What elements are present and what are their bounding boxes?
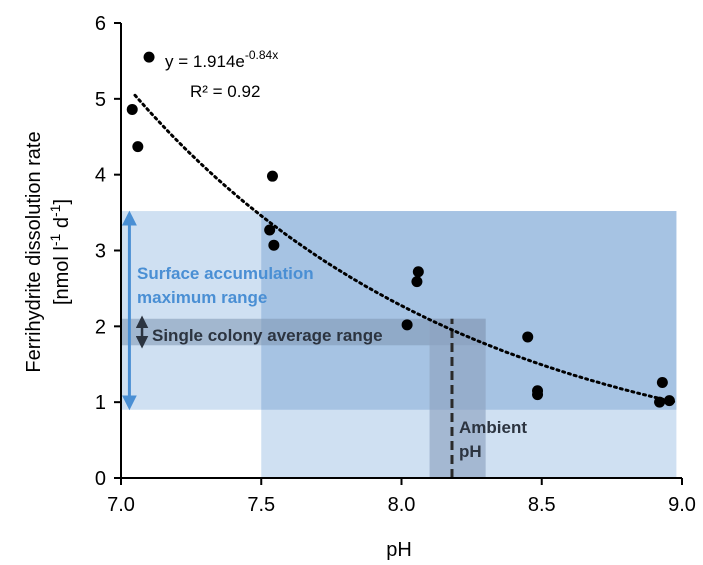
data-point [132, 141, 144, 153]
surface-range-label-line2: maximum range [137, 288, 267, 307]
data-point [532, 389, 544, 401]
ambient-ph-label-line2: pH [459, 442, 482, 461]
data-point [656, 376, 668, 388]
shaded-regions [121, 210, 677, 479]
colony-range-label: Single colony average range [152, 326, 383, 345]
y-axis-title: Ferrihydrite dissolution rate [nmol l-1 … [23, 131, 73, 372]
data-point [654, 396, 666, 408]
x-tick-label: 9.0 [668, 494, 696, 516]
y-axis-title-line1: Ferrihydrite dissolution rate [23, 131, 45, 372]
data-point [401, 319, 413, 331]
data-point [126, 103, 138, 115]
y-tick-label: 5 [95, 89, 106, 111]
ambient-ph-label-line1: Ambient [459, 418, 527, 437]
data-points [126, 51, 675, 408]
data-point [522, 331, 534, 343]
data-point [411, 276, 423, 288]
data-point [412, 266, 424, 278]
annotations: Surface accumulation maximum range Singl… [137, 48, 527, 461]
ambient-ph-band [429, 318, 486, 478]
y-tick-label: 3 [95, 241, 106, 263]
data-point [264, 224, 276, 236]
fit-layer [133, 93, 676, 404]
axes: 7.0 7.5 8.0 8.5 9.0 0 1 2 3 4 5 6 [95, 13, 696, 516]
data-point [268, 239, 280, 251]
x-axis-title: pH [386, 539, 412, 561]
y-axis-title-line2: [nmol l-1 d-1] [47, 199, 73, 305]
colony-average-band [121, 318, 486, 346]
y-tick-label: 6 [95, 13, 106, 35]
data-point [663, 395, 675, 407]
fit-equation: y = 1.914e-0.84x [165, 48, 278, 71]
x-tick-label: 7.5 [247, 494, 275, 516]
x-tick-label: 8.0 [388, 494, 416, 516]
y-tick-label: 1 [95, 392, 106, 414]
data-point [266, 170, 278, 182]
y-tick-label: 0 [95, 468, 106, 490]
x-tick-label: 8.5 [528, 494, 556, 516]
data-point [143, 51, 155, 63]
y-tick-label: 4 [95, 165, 106, 187]
surface-range-label-line1: Surface accumulation [137, 264, 314, 283]
y-tick-label: 2 [95, 316, 106, 338]
fit-curve [133, 93, 676, 404]
fit-r-squared: R² = 0.92 [190, 82, 260, 101]
x-tick-label: 7.0 [107, 494, 135, 516]
